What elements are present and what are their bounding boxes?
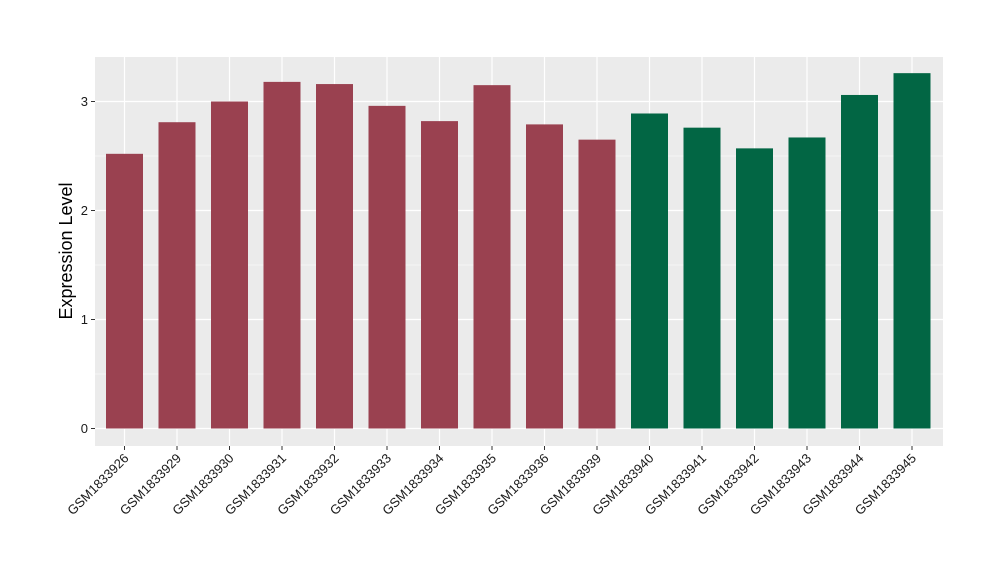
bar [631, 113, 668, 429]
bar [316, 84, 353, 429]
bar [263, 81, 301, 429]
bar [526, 124, 563, 429]
y-tick-label: 1 [81, 312, 88, 327]
y-tick-label: 3 [81, 94, 88, 109]
y-axis: 0 1 2 3 [81, 94, 95, 436]
x-axis: GSM1833926GSM1833929GSM1833930GSM1833931… [64, 446, 919, 518]
bar [578, 139, 616, 429]
bar [788, 137, 826, 429]
bar [158, 122, 196, 429]
y-axis-title: Expression Level [56, 182, 76, 319]
bar [211, 101, 248, 429]
bar-layer [106, 73, 931, 429]
y-tick-label: 2 [81, 203, 88, 218]
bar [368, 105, 406, 429]
bar [421, 121, 458, 429]
bar [893, 73, 931, 429]
bar [106, 153, 143, 429]
bar [473, 85, 511, 429]
bar [683, 127, 721, 429]
bar [736, 148, 773, 429]
y-tick-label: 0 [81, 421, 88, 436]
bar [841, 94, 878, 429]
